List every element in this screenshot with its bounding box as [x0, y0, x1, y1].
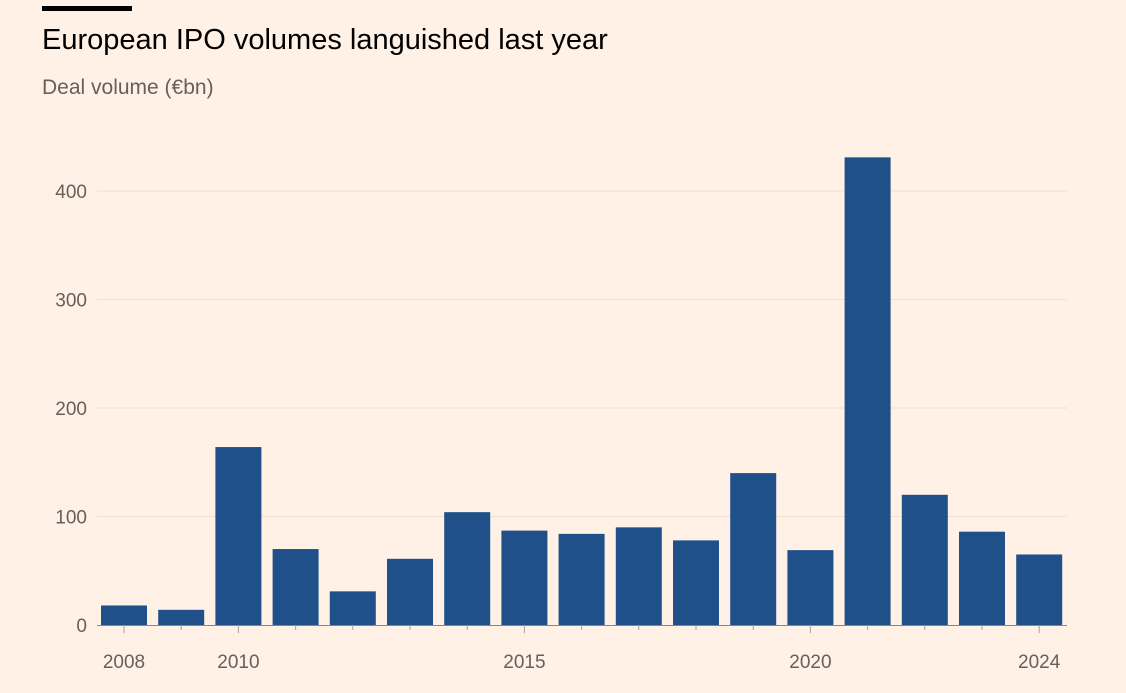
y-tick-label: 0: [76, 616, 87, 637]
y-tick-label: 100: [55, 508, 87, 529]
x-tick-label: 2020: [789, 652, 831, 673]
bar-2019: [730, 473, 777, 625]
chart-title: European IPO volumes languished last yea…: [42, 24, 608, 56]
bar-2012: [329, 591, 376, 625]
x-tick-label: 2010: [217, 652, 259, 673]
bar-2021: [844, 157, 891, 626]
x-tick-label: 2024: [1018, 652, 1061, 673]
chart-subtitle: Deal volume (€bn): [42, 76, 214, 99]
bar-2008: [101, 605, 147, 625]
bar-2011: [272, 549, 319, 625]
bar-2014: [444, 512, 491, 625]
y-tick-label: 400: [55, 182, 87, 203]
bar-2015: [501, 530, 548, 625]
bar-2023: [959, 531, 1005, 625]
bar-2022: [901, 494, 948, 625]
bar-2013: [387, 558, 433, 625]
x-tick-label: 2008: [103, 652, 145, 673]
bar-2016: [558, 533, 605, 625]
title-accent-bar: [42, 6, 132, 11]
bar-2009: [158, 609, 205, 625]
x-tick-label: 2015: [503, 652, 545, 673]
bar-2017: [615, 527, 662, 625]
bar-2024: [1016, 554, 1063, 625]
bar-2010: [215, 447, 262, 625]
y-tick-label: 300: [55, 291, 87, 312]
y-tick-label: 200: [55, 399, 87, 420]
bar-2018: [673, 540, 719, 625]
bar-2020: [787, 550, 834, 625]
